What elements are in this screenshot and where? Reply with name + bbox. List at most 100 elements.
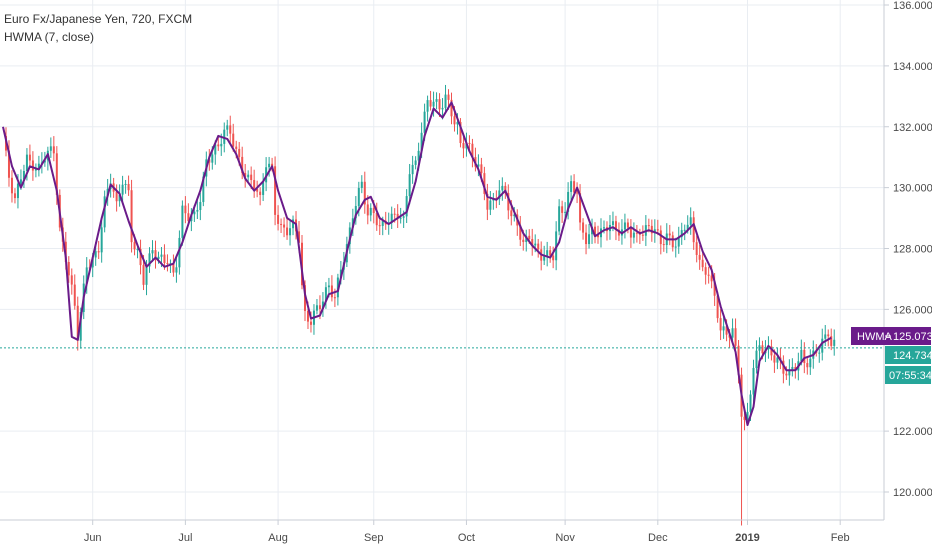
candle-down — [507, 193, 510, 211]
chart-legend[interactable]: Euro Fx/Japanese Yen, 720, FXCM HWMA (7,… — [4, 10, 192, 46]
candle-up — [22, 171, 25, 180]
price-tick-label: 122.000 — [893, 426, 932, 438]
candle-up — [749, 394, 752, 412]
candle-down — [510, 210, 513, 217]
candle-down — [617, 229, 620, 236]
candle-down — [761, 345, 764, 354]
candle-up — [498, 190, 501, 200]
candle-up — [160, 254, 163, 257]
candle-down — [372, 207, 375, 214]
time-scale[interactable]: Jun Jul Aug Sep Oct Nov Dec 2019 Feb — [84, 520, 850, 544]
candle-down — [127, 183, 130, 191]
candle-up — [821, 338, 824, 353]
hwma-series — [2, 101, 832, 426]
candle-down — [561, 206, 564, 213]
candle-down — [701, 259, 704, 268]
candle-up — [602, 227, 605, 229]
candle-down — [579, 193, 582, 223]
hwma-value-badge: HWMA 125.073 — [851, 327, 932, 345]
candle-down — [235, 146, 238, 149]
candle-up — [292, 219, 295, 229]
candle-down — [537, 243, 540, 250]
candle-down — [576, 192, 579, 194]
candle-down — [770, 346, 773, 356]
candle-down — [232, 133, 235, 147]
candle-up — [408, 174, 411, 197]
candle-up — [567, 191, 570, 212]
candle-down — [67, 261, 70, 276]
candle-up — [43, 160, 46, 163]
candle-up — [776, 357, 779, 363]
candle-down — [52, 146, 55, 154]
candle-down — [528, 235, 531, 240]
candle-down — [286, 227, 289, 236]
candle-down — [274, 166, 277, 215]
candle-down — [330, 285, 333, 298]
candle-down — [393, 213, 396, 215]
candle-down — [229, 125, 232, 134]
candle-down — [614, 221, 617, 230]
time-tick-label: Jun — [84, 532, 102, 544]
candle-down — [172, 263, 175, 273]
candle-up — [623, 222, 626, 230]
candle-down — [217, 144, 220, 147]
candle-up — [683, 229, 686, 231]
candle-up — [223, 129, 226, 144]
candle-up — [369, 207, 372, 216]
candle-up — [360, 181, 363, 188]
candle-down — [7, 150, 10, 178]
candle-up — [85, 267, 88, 284]
candle-up — [833, 339, 836, 346]
candle-down — [280, 223, 283, 225]
candle-down — [522, 239, 525, 243]
candle-up — [321, 301, 324, 310]
candle-down — [710, 275, 713, 282]
candle-up — [175, 267, 178, 273]
candle-down — [585, 232, 588, 245]
candle-down — [519, 225, 522, 240]
candle-down — [250, 174, 253, 181]
candle-up — [399, 217, 402, 219]
candle-down — [806, 363, 809, 368]
candle-up — [722, 326, 725, 331]
candle-down — [115, 191, 118, 202]
candle-up — [746, 411, 749, 420]
candle-down — [366, 204, 369, 216]
candle-up — [118, 194, 121, 202]
grid-lines — [0, 0, 884, 520]
candle-down — [725, 326, 728, 335]
candle-down — [803, 349, 806, 364]
candle-up — [513, 214, 516, 217]
candle-up — [558, 206, 561, 232]
candle-down — [483, 173, 486, 194]
candle-up — [752, 367, 755, 395]
candle-down — [635, 232, 638, 234]
candle-up — [402, 216, 405, 218]
candle-up — [414, 160, 417, 165]
candle-up — [315, 305, 318, 311]
indicator-title[interactable]: HWMA (7, close) — [4, 30, 95, 44]
candle-up — [411, 164, 414, 175]
candle-up — [800, 349, 803, 362]
candle-down — [163, 254, 166, 263]
candle-down — [10, 177, 13, 194]
candle-up — [686, 224, 689, 230]
candle-down — [471, 143, 474, 158]
candle-down — [716, 295, 719, 319]
hwma-badge-value: 125.073 — [893, 331, 932, 343]
candle-down — [31, 160, 34, 171]
symbol-title[interactable]: Euro Fx/Japanese Yen, 720, FXCM — [4, 12, 193, 26]
countdown-bg — [885, 366, 931, 384]
candle-down — [76, 305, 79, 341]
candle-up — [145, 266, 148, 285]
candle-down — [713, 281, 716, 296]
hwma-line — [2, 101, 832, 426]
candle-down — [429, 100, 432, 107]
candle-up — [226, 125, 229, 130]
candle-up — [423, 111, 426, 133]
candle-down — [259, 191, 262, 195]
candle-up — [405, 196, 408, 217]
price-scale[interactable]: 136.000 134.000 132.000 130.000 128.000 126.0… — [884, 0, 932, 499]
